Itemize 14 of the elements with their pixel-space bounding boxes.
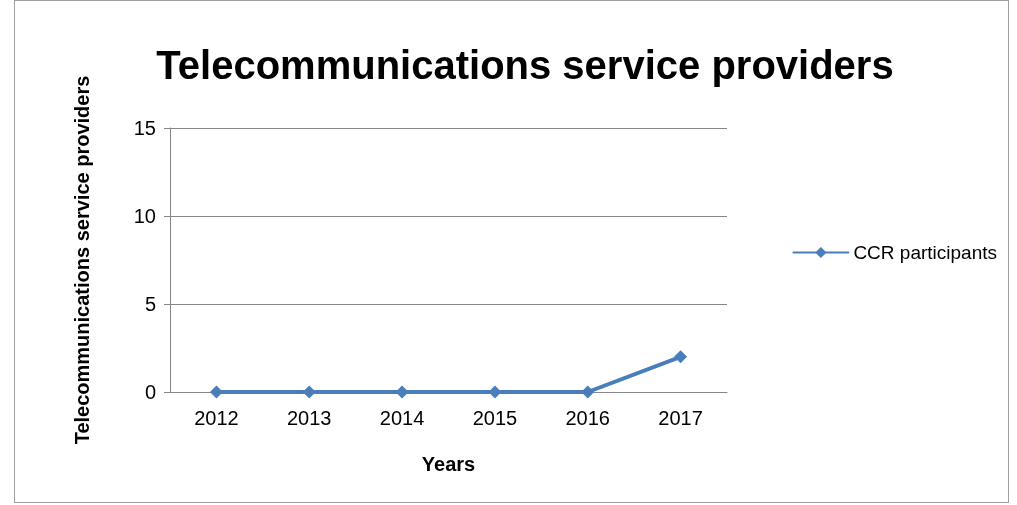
x-tick-label: 2017 [658,407,703,429]
x-axis-title: Years [421,453,476,475]
x-tick-label: 2016 [565,407,610,429]
x-tick-label: 2013 [287,407,332,429]
y-tick-label: 15 [133,117,156,139]
y-axis-title: Telecommunications service providers [71,75,93,445]
y-tick-label: 5 [144,293,156,315]
x-tick-label: 2014 [379,407,425,429]
legend-label: CCR participants [853,242,998,263]
x-tick-label: 2015 [472,407,518,429]
x-tick-label: 2012 [194,407,239,429]
y-tick-label: 0 [144,381,156,403]
y-tick-label: 10 [133,205,156,227]
chart-title: Telecommunications service providers [156,43,894,87]
